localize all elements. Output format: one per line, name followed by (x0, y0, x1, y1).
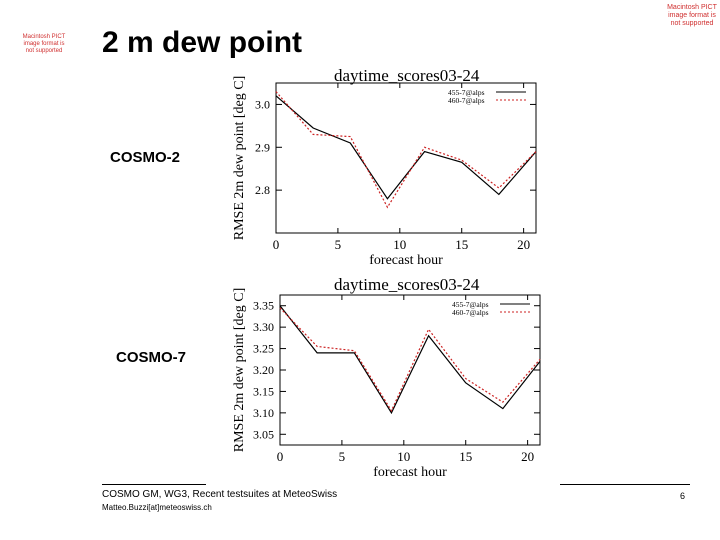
y-tick-label: 3.05 (253, 427, 274, 441)
footer-divider-right (560, 484, 690, 485)
y-axis-label: RMSE 2m dew point [deg C] (232, 76, 247, 241)
x-axis-label: forecast hour (369, 253, 443, 268)
x-tick-label: 20 (517, 237, 530, 252)
x-tick-label: 5 (339, 449, 346, 464)
model-label-cosmo7: COSMO-7 (116, 349, 187, 366)
plot-frame (279, 294, 541, 446)
y-tick-label: 3.30 (253, 320, 274, 334)
x-tick-label: 0 (273, 237, 280, 252)
y-axis-label: RMSE 2m dew point [deg C] (232, 288, 247, 453)
series-line-0 (279, 305, 541, 415)
footer-text: COSMO GM, WG3, Recent testsuites at Mete… (102, 489, 338, 500)
y-tick-label: 3.35 (253, 299, 274, 313)
x-tick-label: 10 (393, 237, 406, 252)
unsupported-image-placeholder-right: Macintosh PICT image format is not suppo… (667, 4, 717, 27)
y-tick-label: 3.20 (253, 363, 274, 377)
legend-label: 455-7@alps (452, 300, 489, 309)
y-tick-label: 3.15 (253, 384, 274, 398)
footer-divider-left (102, 484, 206, 485)
x-axis-label: forecast hour (373, 465, 447, 478)
page-number: 6 (680, 491, 686, 501)
legend-label: 455-7@alps (448, 88, 485, 97)
model-label-cosmo2: COSMO-2 (110, 149, 181, 166)
series-line-1 (279, 307, 541, 412)
legend-label: 460-7@alps (448, 96, 485, 105)
y-tick-label: 3.10 (253, 406, 274, 420)
unsupported-image-placeholder-left: Macintosh PICT image format is not suppo… (22, 34, 66, 54)
series-line-0 (275, 95, 537, 200)
slide-title: 2 m dew point (102, 26, 303, 59)
x-tick-label: 20 (521, 449, 534, 464)
chart-title: daytime_scores03-24 (334, 66, 480, 85)
chart-cosmo7: daytime_scores03-24 0 5 10 15 20 3.05 3.10 3.15 3… (232, 275, 541, 478)
y-tick-label: 3.0 (255, 97, 270, 111)
plot-frame (275, 82, 537, 234)
x-tick-label: 0 (277, 449, 284, 464)
x-tick-label: 15 (459, 449, 472, 464)
x-tick-label: 10 (397, 449, 410, 464)
x-tick-label: 5 (335, 237, 342, 252)
chart-cosmo2: daytime_scores03-24 0 5 10 15 20 2.8 2.9 3.0 fore… (232, 66, 537, 268)
x-tick-label: 15 (455, 237, 468, 252)
y-tick-label: 3.25 (253, 342, 274, 356)
chart-title: daytime_scores03-24 (334, 275, 480, 294)
legend-label: 460-7@alps (452, 308, 489, 317)
y-tick-label: 2.9 (255, 140, 270, 154)
y-tick-label: 2.8 (255, 183, 270, 197)
series-line-1 (275, 91, 537, 209)
footer-email: Matteo.Buzzi[at]meteoswiss.ch (102, 503, 212, 512)
